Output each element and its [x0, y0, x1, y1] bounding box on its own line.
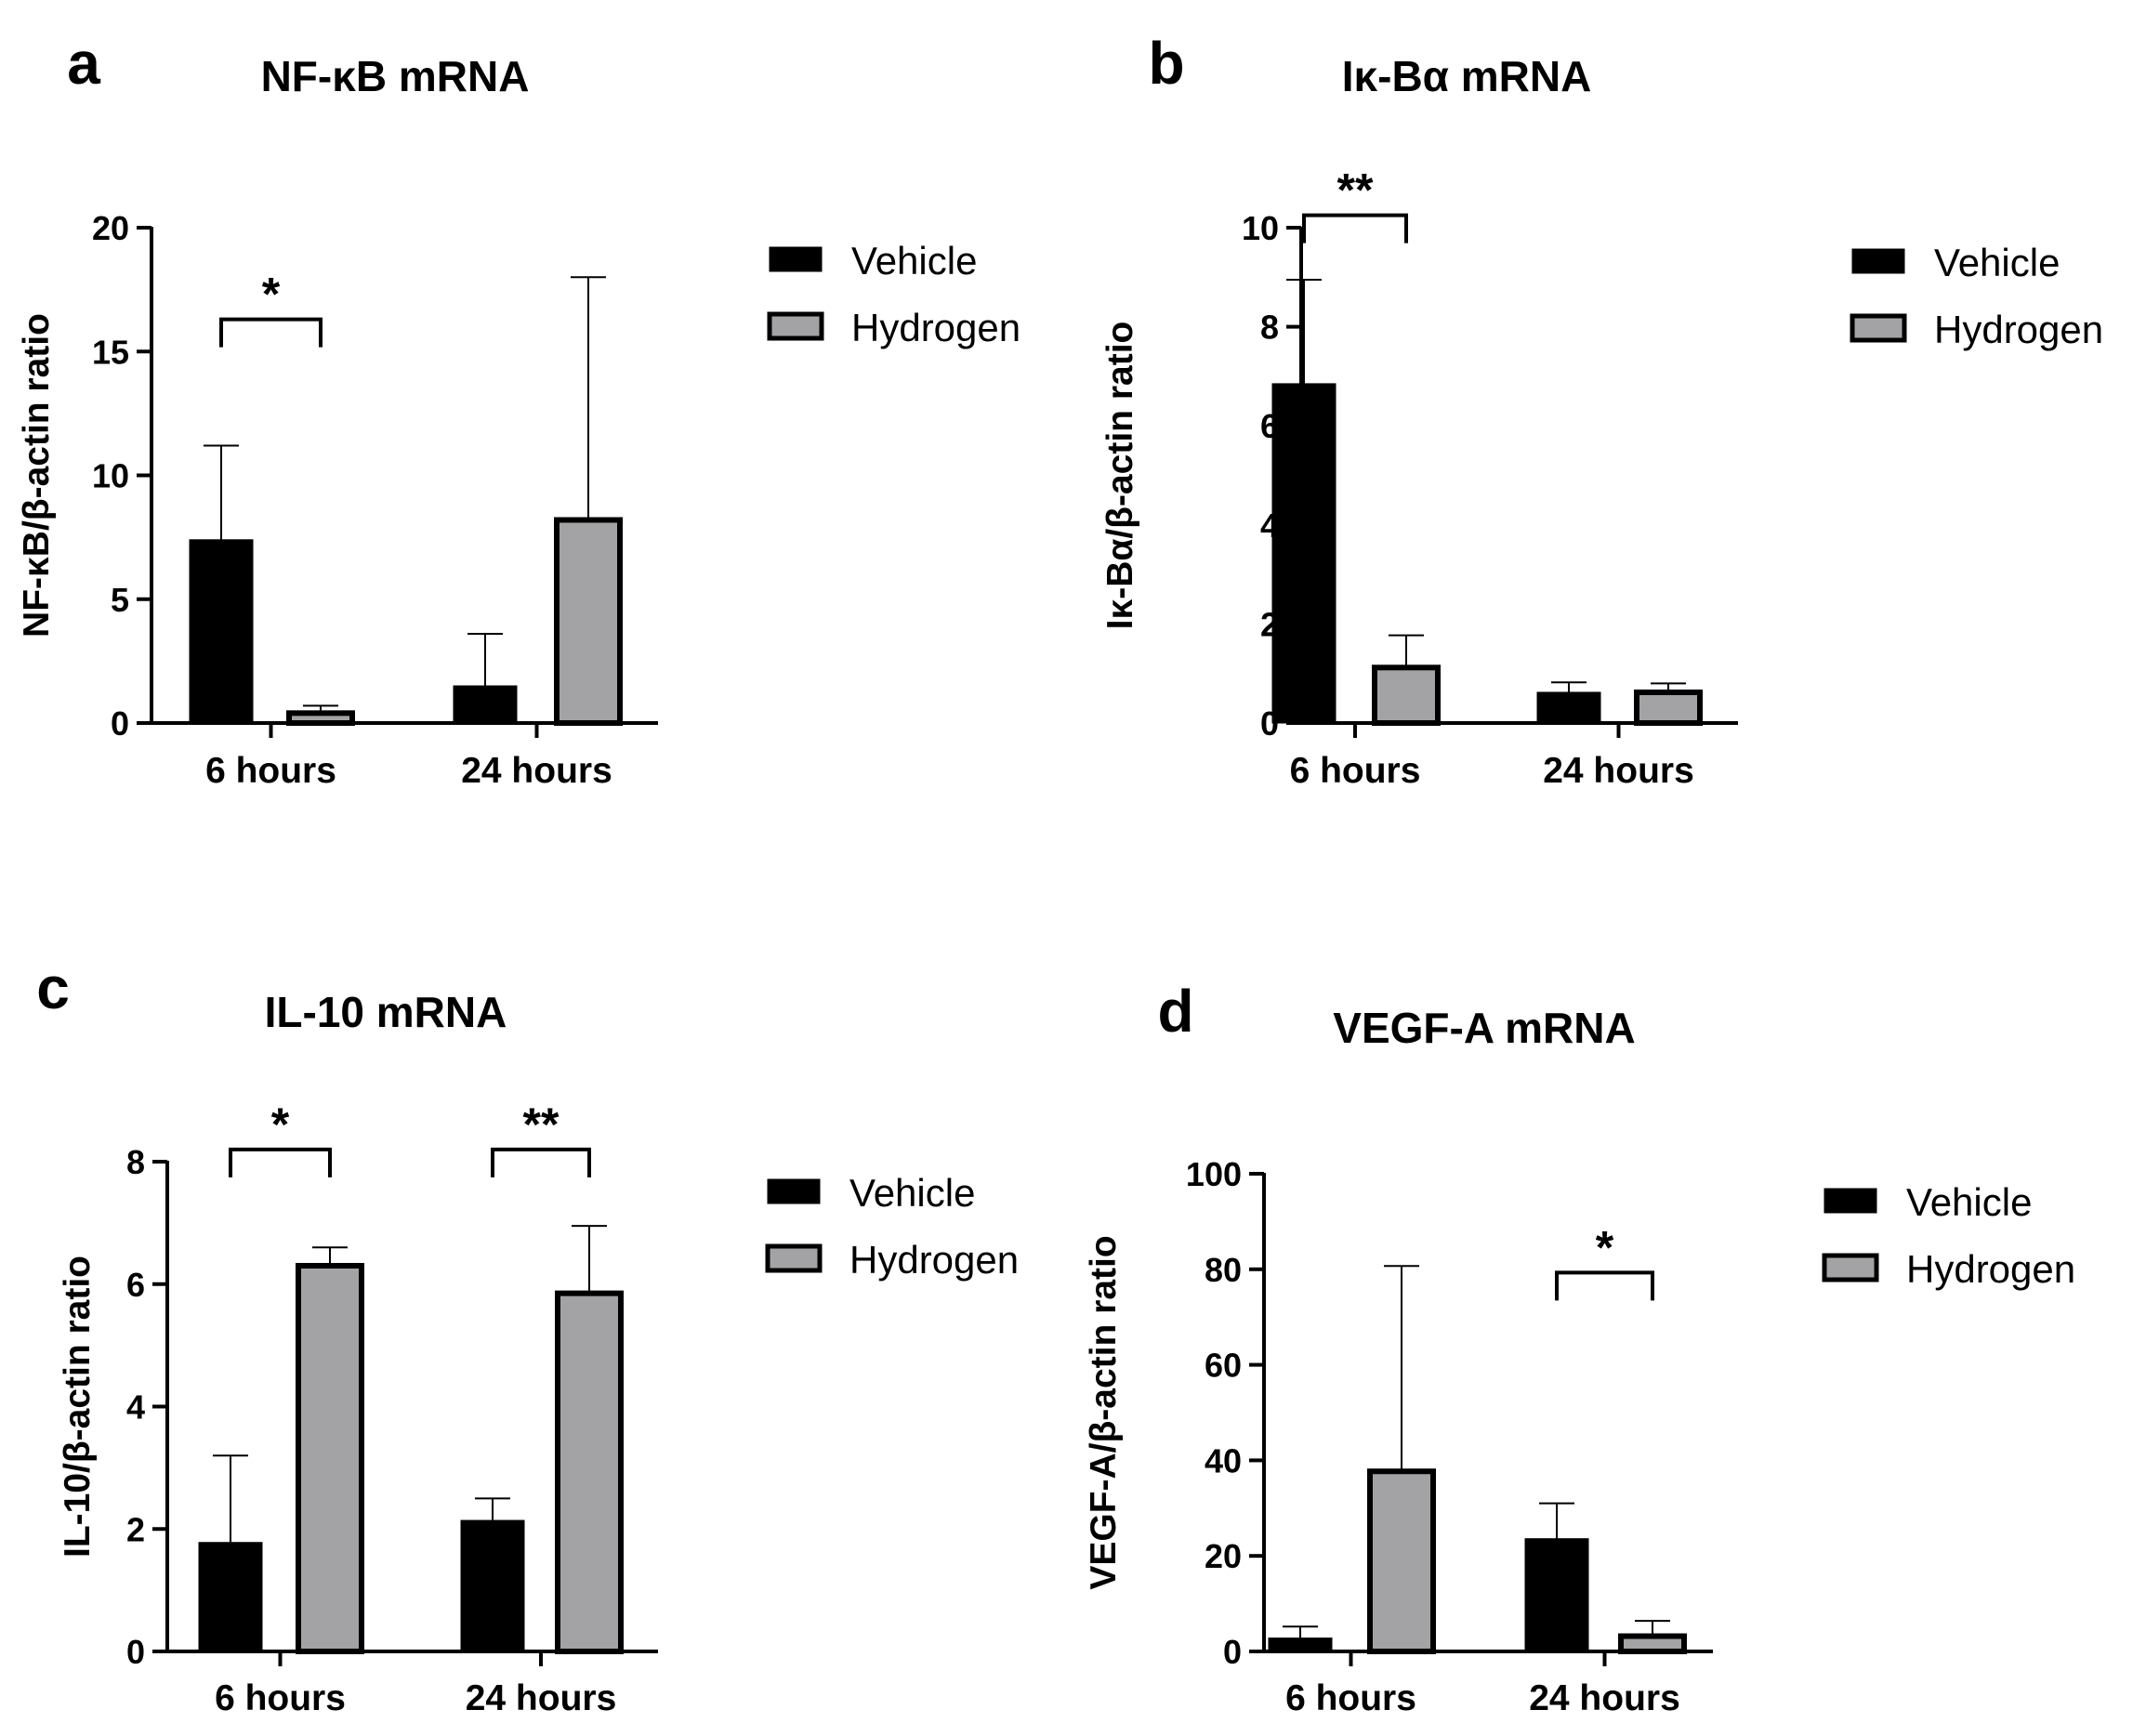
y-tick-label: 80	[1205, 1251, 1242, 1289]
y-tick-label: 0	[111, 704, 129, 743]
chart-title: IL-10 mRNA	[265, 988, 507, 1036]
y-tick-label: 0	[126, 1633, 145, 1671]
x-tick-label: 6 hours	[1290, 751, 1421, 791]
legend-swatch-vehicle	[767, 1178, 821, 1204]
bar-hydrogen-24h	[554, 517, 623, 726]
panel-letter: d	[1157, 978, 1193, 1045]
significance-label: *	[1596, 1221, 1614, 1273]
x-tick-label: 6 hours	[205, 751, 336, 791]
legend-label-vehicle: Vehicle	[1906, 1180, 2032, 1224]
significance-bracket	[229, 1147, 332, 1177]
y-tick-label: 10	[92, 457, 129, 495]
legend: Vehicle Hydrogen	[767, 239, 1020, 349]
y-axis-title: IL-10/β-actin ratio	[58, 1256, 98, 1558]
legend-swatch-hydrogen	[765, 1243, 823, 1273]
y-tick-label: 40	[1205, 1441, 1242, 1480]
significance-bracket	[1555, 1270, 1654, 1301]
legend-swatch-hydrogen	[1822, 1253, 1879, 1282]
y-tick-label: 20	[92, 209, 129, 247]
y-tick-label: 2	[126, 1510, 145, 1548]
y-tick-label: 5	[111, 581, 129, 619]
significance-label: *	[271, 1098, 290, 1151]
y-tick-label: 15	[92, 333, 129, 371]
legend-label-vehicle: Vehicle	[849, 1171, 975, 1215]
y-tick-label: 100	[1186, 1155, 1242, 1193]
bar-vehicle-24h	[1524, 1538, 1589, 1652]
y-axis-title: VEGF-A/β-actin ratio	[1084, 1235, 1124, 1589]
legend-swatch-vehicle	[1851, 248, 1905, 274]
bar-vehicle-6h	[1271, 383, 1336, 724]
x-tick-label: 24 hours	[461, 751, 612, 791]
y-axis-title: NF-κB/β-actin ratio	[17, 313, 57, 638]
bar-hydrogen-24h	[555, 1290, 624, 1654]
bar-hydrogen-6h	[296, 1262, 364, 1655]
y-tick-label: 20	[1205, 1537, 1242, 1575]
bar-hydrogen-6h	[1372, 664, 1441, 727]
legend-label-hydrogen: Hydrogen	[851, 306, 1020, 349]
bar-vehicle-24h	[1536, 691, 1601, 724]
bar-vehicle-24h	[460, 1519, 525, 1652]
legend-swatch-vehicle	[769, 246, 823, 272]
legend-swatch-hydrogen	[1850, 313, 1907, 343]
x-tick-label: 6 hours	[1285, 1678, 1416, 1718]
panel-letter: b	[1148, 30, 1184, 97]
chart-title: Iκ-Bα mRNA	[1342, 52, 1592, 100]
bar-hydrogen-24h	[1618, 1633, 1687, 1655]
legend: Vehicle Hydrogen	[1850, 241, 2103, 351]
significance-bracket	[1302, 213, 1408, 243]
bar-hydrogen-24h	[1634, 689, 1703, 726]
chart-title: VEGF-A mRNA	[1333, 1004, 1635, 1052]
y-tick-label: 60	[1205, 1347, 1242, 1385]
legend: Vehicle Hydrogen	[1822, 1180, 2075, 1291]
legend-swatch-hydrogen	[767, 311, 824, 341]
y-tick-label: 8	[1260, 309, 1279, 347]
y-axis-title: Iκ-Bα/β-actin ratio	[1100, 322, 1140, 630]
legend-label-hydrogen: Hydrogen	[1934, 308, 2103, 351]
significance-label: **	[1337, 164, 1374, 217]
legend: Vehicle Hydrogen	[765, 1171, 1019, 1282]
bar-hydrogen-6h	[1367, 1468, 1436, 1655]
bar-vehicle-6h	[189, 539, 254, 724]
x-tick-label: 24 hours	[1529, 1678, 1680, 1718]
legend-label-vehicle: Vehicle	[1934, 241, 2060, 284]
x-tick-label: 24 hours	[466, 1678, 617, 1718]
panel-letter: c	[36, 954, 70, 1021]
legend-label-hydrogen: Hydrogen	[849, 1238, 1019, 1282]
panel-letter: a	[67, 30, 100, 97]
legend-swatch-vehicle	[1824, 1188, 1877, 1214]
y-tick-label: 10	[1242, 209, 1279, 247]
panel-a: a NF-κB mRNA 0 5 10 15 20 NF-κB/β-actin ratio 6 …	[17, 30, 1020, 791]
legend-label-hydrogen: Hydrogen	[1906, 1247, 2075, 1291]
bar-vehicle-24h	[453, 685, 518, 724]
x-tick-label: 6 hours	[215, 1678, 346, 1718]
panel-d: d VEGF-A mRNA 0 20 40 60 80 100 VEGF-A/β-actin r…	[1084, 978, 2075, 1718]
y-tick-label: 6	[126, 1266, 145, 1304]
chart-title: NF-κB mRNA	[261, 52, 530, 100]
legend-label-vehicle: Vehicle	[851, 239, 977, 283]
y-tick-label: 0	[1223, 1633, 1242, 1671]
bar-vehicle-6h	[1268, 1637, 1333, 1652]
panel-c: c IL-10 mRNA 0 2 4 6 8 IL-10/β-actin ratio 6 hou…	[36, 954, 1019, 1718]
y-tick-label: 4	[126, 1388, 145, 1427]
significance-bracket	[491, 1147, 591, 1177]
bar-vehicle-6h	[198, 1542, 263, 1652]
y-tick-label: 8	[126, 1143, 145, 1181]
significance-bracket	[219, 317, 323, 348]
x-tick-label: 24 hours	[1543, 751, 1694, 791]
significance-label: *	[262, 269, 281, 321]
significance-label: **	[523, 1098, 560, 1151]
bar-hydrogen-6h	[286, 710, 355, 727]
